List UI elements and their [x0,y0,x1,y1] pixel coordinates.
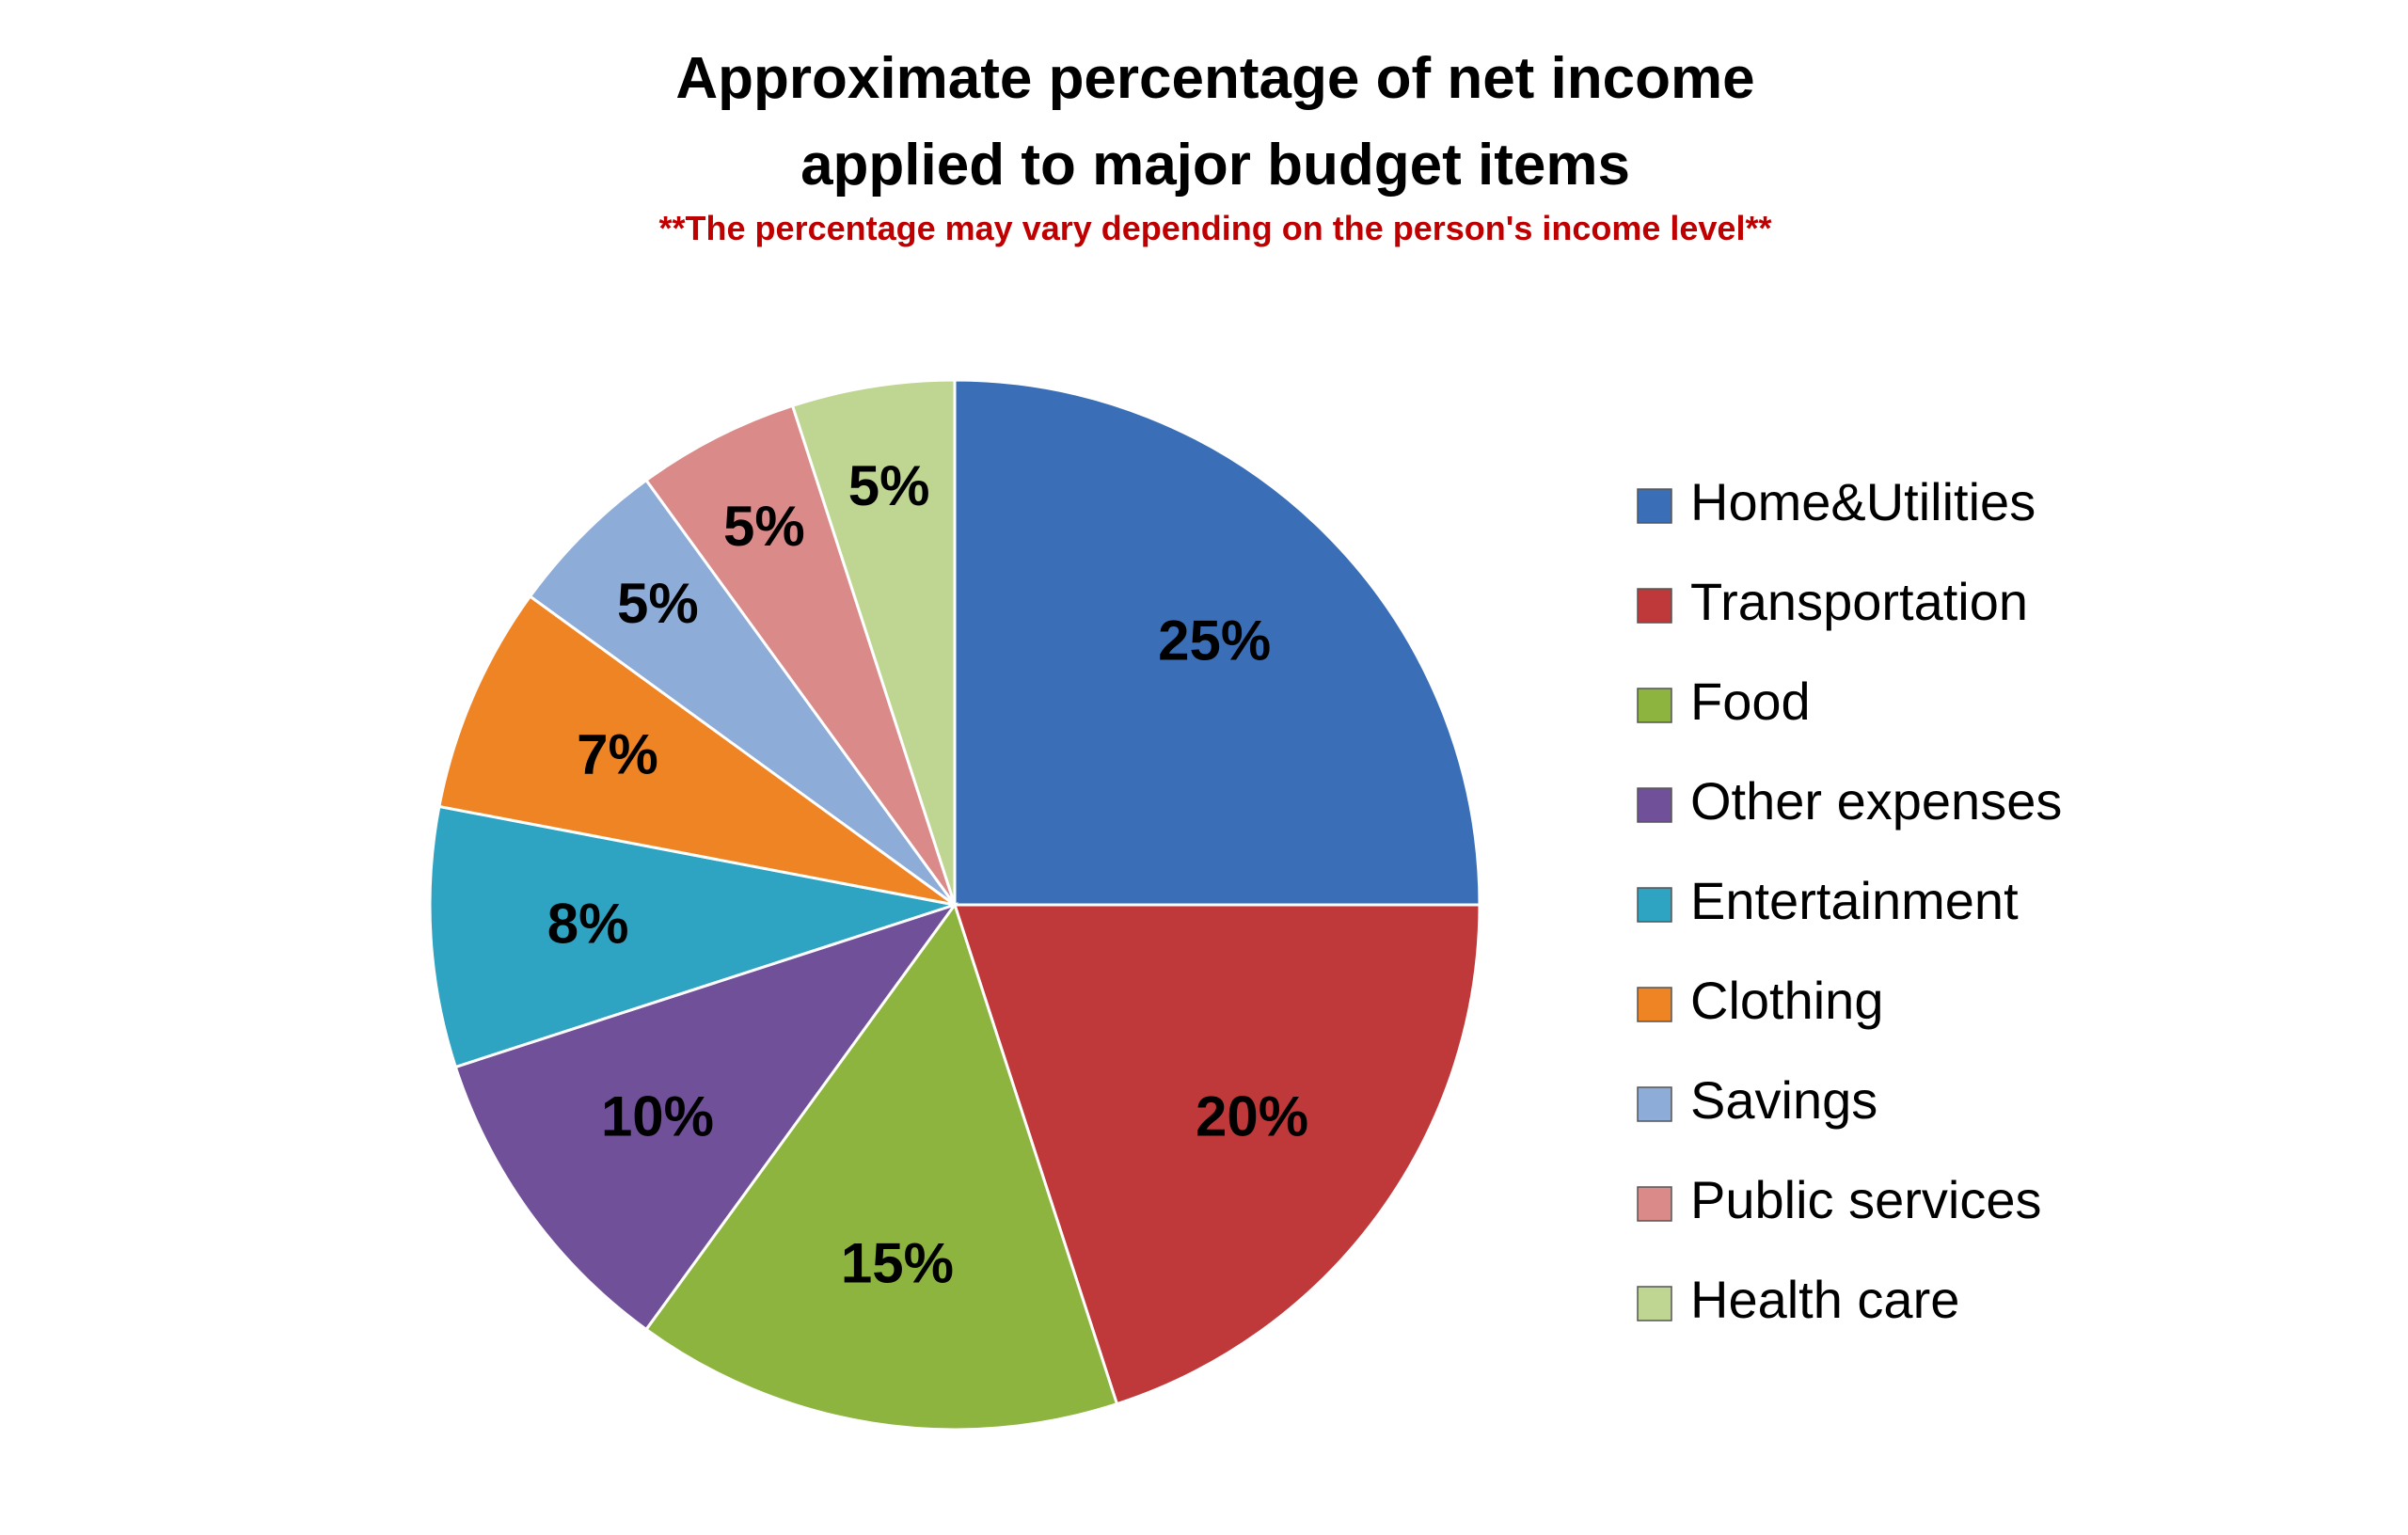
legend-swatch [1637,1286,1672,1321]
legend-swatch [1637,1086,1672,1122]
legend-swatch [1637,488,1672,524]
legend-swatch [1637,688,1672,723]
pie-slice [528,478,957,907]
legend-swatch [1637,787,1672,823]
legend-label: Food [1690,672,1811,731]
legend-label: Public services [1690,1170,2041,1229]
pie-slice [643,404,957,906]
legend-label: Health care [1690,1270,1959,1329]
pie-slice [643,901,1119,1432]
pie-slice [437,593,956,907]
pie-slice [953,378,1481,907]
data-label: 20% [1196,1084,1308,1147]
data-label: 5% [848,454,930,517]
legend-swatch [1637,887,1672,923]
data-label: 10% [601,1084,714,1147]
legend-label: Home&Utilities [1690,472,2036,531]
data-label: 5% [723,495,805,558]
pie-slice [453,902,958,1332]
legend-label: Entertainment [1690,871,2019,930]
legend-swatch [1637,588,1672,624]
legend-label: Clothing [1690,971,1883,1030]
legend-label: Transportation [1690,572,2028,631]
pie-slice [428,804,956,1069]
legend-swatch [1637,1186,1672,1222]
data-label: 5% [617,572,699,635]
pie-slice [790,378,957,906]
chart-title: Approximate percentage of net income app… [675,46,1755,198]
legend-swatch [1637,987,1672,1022]
data-label: 25% [1158,609,1271,673]
legend-label: Savings [1690,1070,1877,1130]
legend-label: Other expenses [1690,771,2062,831]
data-label: 8% [547,892,629,955]
data-label: 7% [577,723,658,786]
pie-slice [952,903,1481,1406]
data-label: 15% [841,1232,954,1295]
chart-subtitle: **The percentage may vary depending on t… [658,209,1772,247]
